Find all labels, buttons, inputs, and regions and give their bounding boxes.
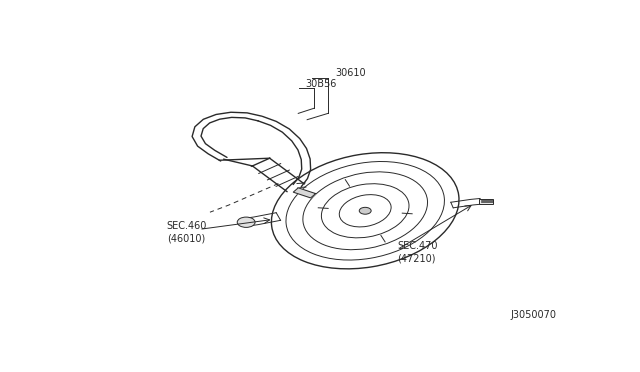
Polygon shape xyxy=(293,188,316,198)
Text: SEC.460
(46010): SEC.460 (46010) xyxy=(167,221,207,243)
Circle shape xyxy=(359,207,371,214)
Circle shape xyxy=(237,217,255,227)
FancyBboxPatch shape xyxy=(479,199,493,203)
Text: SEC.470
(47210): SEC.470 (47210) xyxy=(397,241,438,263)
Text: J3050070: J3050070 xyxy=(510,310,556,320)
Text: 30610: 30610 xyxy=(335,68,366,78)
Text: 30B56: 30B56 xyxy=(306,79,337,89)
